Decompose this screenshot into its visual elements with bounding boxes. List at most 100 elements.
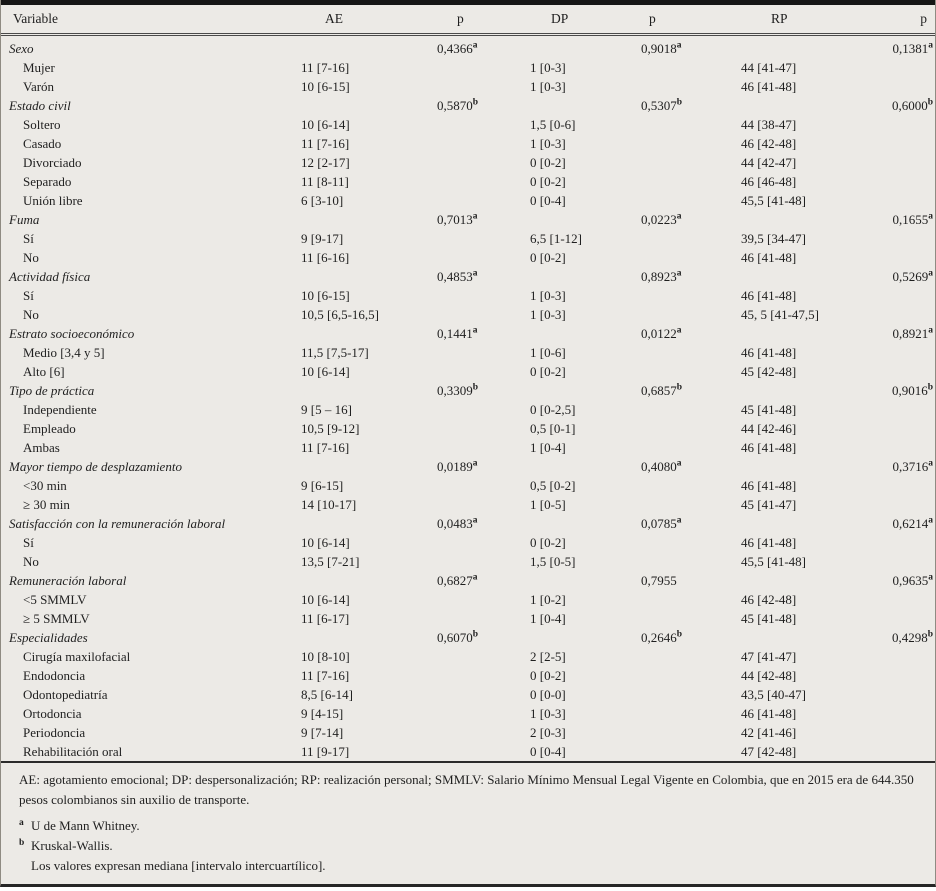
cell-p1 bbox=[431, 666, 524, 685]
cell-p2 bbox=[635, 248, 735, 267]
row-label: Periodoncia bbox=[23, 725, 86, 740]
cell-p2 bbox=[635, 704, 735, 723]
cell-p3 bbox=[865, 533, 935, 552]
cell-rp: 46 [41-48] bbox=[741, 79, 797, 94]
cell-dp bbox=[524, 210, 635, 229]
cell-rp bbox=[735, 457, 865, 476]
cell-dp: 1 [0-3] bbox=[530, 136, 566, 151]
cell-p2 bbox=[635, 476, 735, 495]
cell-p1 bbox=[431, 58, 524, 77]
significance-marker: a bbox=[928, 268, 933, 279]
cell-dp: 2 [0-3] bbox=[530, 725, 566, 740]
significance-marker: b bbox=[472, 382, 479, 393]
table-row: Periodoncia 9 [7-14] 2 [0-3] 42 [41-46] bbox=[1, 723, 935, 742]
cell-p1 bbox=[431, 286, 524, 305]
cell-dp: 1 [0-4] bbox=[530, 611, 566, 626]
cell-p1 bbox=[431, 647, 524, 666]
variable-row: Especialidades 0,6070b 0,2646b 0,4298b bbox=[1, 628, 935, 647]
table-top-rule bbox=[1, 0, 935, 5]
cell-p2: 0,0122a bbox=[641, 325, 682, 341]
table-row: Sí 10 [6-14] 0 [0-2] 46 [41-48] bbox=[1, 533, 935, 552]
significance-marker: b bbox=[927, 629, 933, 640]
cell-p2 bbox=[635, 343, 735, 362]
cell-rp: 45 [41-48] bbox=[741, 402, 797, 417]
table-row: No 13,5 [7-21] 1,5 [0-5] 45,5 [41-48] bbox=[1, 552, 935, 571]
column-header-p-dp: p bbox=[635, 5, 735, 36]
cell-p1: 0,6070b bbox=[437, 629, 479, 645]
footnote-values-text: Los valores expresan mediana [intervalo … bbox=[31, 858, 326, 873]
significance-marker: a bbox=[472, 40, 478, 51]
table-row: Soltero 10 [6-14] 1,5 [0-6] 44 [38-47] bbox=[1, 115, 935, 134]
cell-ae: 10 [6-14] bbox=[301, 364, 350, 379]
cell-rp: 45 [41-47] bbox=[741, 497, 797, 512]
cell-p3: 0,6214a bbox=[892, 515, 934, 531]
cell-rp: 44 [42-48] bbox=[741, 668, 797, 683]
cell-dp: 1 [0-5] bbox=[530, 497, 566, 512]
cell-p1 bbox=[431, 438, 524, 457]
cell-p1 bbox=[431, 153, 524, 172]
cell-p1 bbox=[431, 248, 524, 267]
cell-p2 bbox=[635, 438, 735, 457]
cell-dp: 0 [0-4] bbox=[530, 744, 566, 759]
cell-p3 bbox=[865, 685, 935, 704]
cell-rp: 45, 5 [41-47,5] bbox=[741, 307, 819, 322]
significance-marker: b bbox=[927, 97, 933, 108]
cell-p2: 0,5307b bbox=[641, 97, 683, 113]
table-row: Empleado 10,5 [9-12] 0,5 [0-1] 44 [42-46] bbox=[1, 419, 935, 438]
significance-marker: a bbox=[676, 211, 682, 222]
cell-rp: 43,5 [40-47] bbox=[741, 687, 806, 702]
significance-marker: a bbox=[928, 515, 933, 526]
row-label: Fuma bbox=[9, 212, 40, 227]
significance-marker: a bbox=[676, 458, 682, 469]
cell-p2 bbox=[635, 533, 735, 552]
cell-p1 bbox=[431, 609, 524, 628]
significance-marker: b bbox=[472, 629, 479, 640]
cell-p1 bbox=[431, 742, 524, 761]
variable-row: Mayor tiempo de desplazamiento 0,0189a 0,4… bbox=[1, 457, 935, 476]
cell-p3 bbox=[865, 552, 935, 571]
cell-p1 bbox=[431, 590, 524, 609]
table-row: Alto [6] 10 [6-14] 0 [0-2] 45 [42-48] bbox=[1, 362, 935, 381]
cell-p3 bbox=[865, 666, 935, 685]
cell-dp bbox=[524, 628, 635, 647]
table-header-row: Variable AE p DP p RP p bbox=[1, 5, 935, 36]
cell-dp bbox=[524, 381, 635, 400]
cell-ae: 11 [7-16] bbox=[301, 136, 350, 151]
cell-p1: 0,0189a bbox=[437, 458, 478, 474]
row-label: No bbox=[23, 307, 39, 322]
cell-dp: 0 [0-2] bbox=[530, 668, 566, 683]
cell-p2 bbox=[635, 552, 735, 571]
cell-rp: 44 [42-46] bbox=[741, 421, 797, 436]
footnote-a-text: U de Mann Whitney. bbox=[31, 818, 140, 833]
cell-ae: 10 [6-15] bbox=[301, 288, 350, 303]
cell-p2 bbox=[635, 723, 735, 742]
column-header-ae: AE bbox=[295, 5, 431, 36]
cell-p3: 0,3716a bbox=[892, 458, 934, 474]
significance-marker: a bbox=[472, 515, 478, 526]
cell-dp bbox=[524, 96, 635, 115]
cell-p3 bbox=[865, 419, 935, 438]
row-label: Mujer bbox=[23, 60, 55, 75]
row-label: Estrato socioeconómico bbox=[9, 326, 135, 341]
table-row: Medio [3,4 y 5] 11,5 [7,5-17] 1 [0-6] 46 [4… bbox=[1, 343, 935, 362]
cell-p3 bbox=[865, 362, 935, 381]
table-row: Ortodoncia 9 [4-15] 1 [0-3] 46 [41-48] bbox=[1, 704, 935, 723]
cell-dp bbox=[524, 514, 635, 533]
row-label: Cirugía maxilofacial bbox=[23, 649, 131, 664]
cell-dp: 0 [0-2,5] bbox=[530, 402, 576, 417]
cell-ae bbox=[295, 571, 431, 590]
table-row: Independiente 9 [5 – 16] 0 [0-2,5] 45 [41-4… bbox=[1, 400, 935, 419]
column-header-rp: RP bbox=[735, 5, 865, 36]
cell-p2: 0,6857b bbox=[641, 382, 683, 398]
cell-dp: 1 [0-3] bbox=[530, 60, 566, 75]
column-header-variable: Variable bbox=[1, 5, 295, 36]
cell-dp: 1 [0-3] bbox=[530, 79, 566, 94]
table-footnotes: AE: agotamiento emocional; DP: desperson… bbox=[1, 761, 935, 884]
cell-p2 bbox=[635, 134, 735, 153]
cell-p3: 0,6000b bbox=[891, 97, 933, 113]
cell-p1 bbox=[431, 172, 524, 191]
cell-p1: 0,5870b bbox=[437, 97, 479, 113]
table-row: No 11 [6-16] 0 [0-2] 46 [41-48] bbox=[1, 248, 935, 267]
cell-ae: 8,5 [6-14] bbox=[301, 687, 353, 702]
column-header-p-ae: p bbox=[431, 5, 524, 36]
